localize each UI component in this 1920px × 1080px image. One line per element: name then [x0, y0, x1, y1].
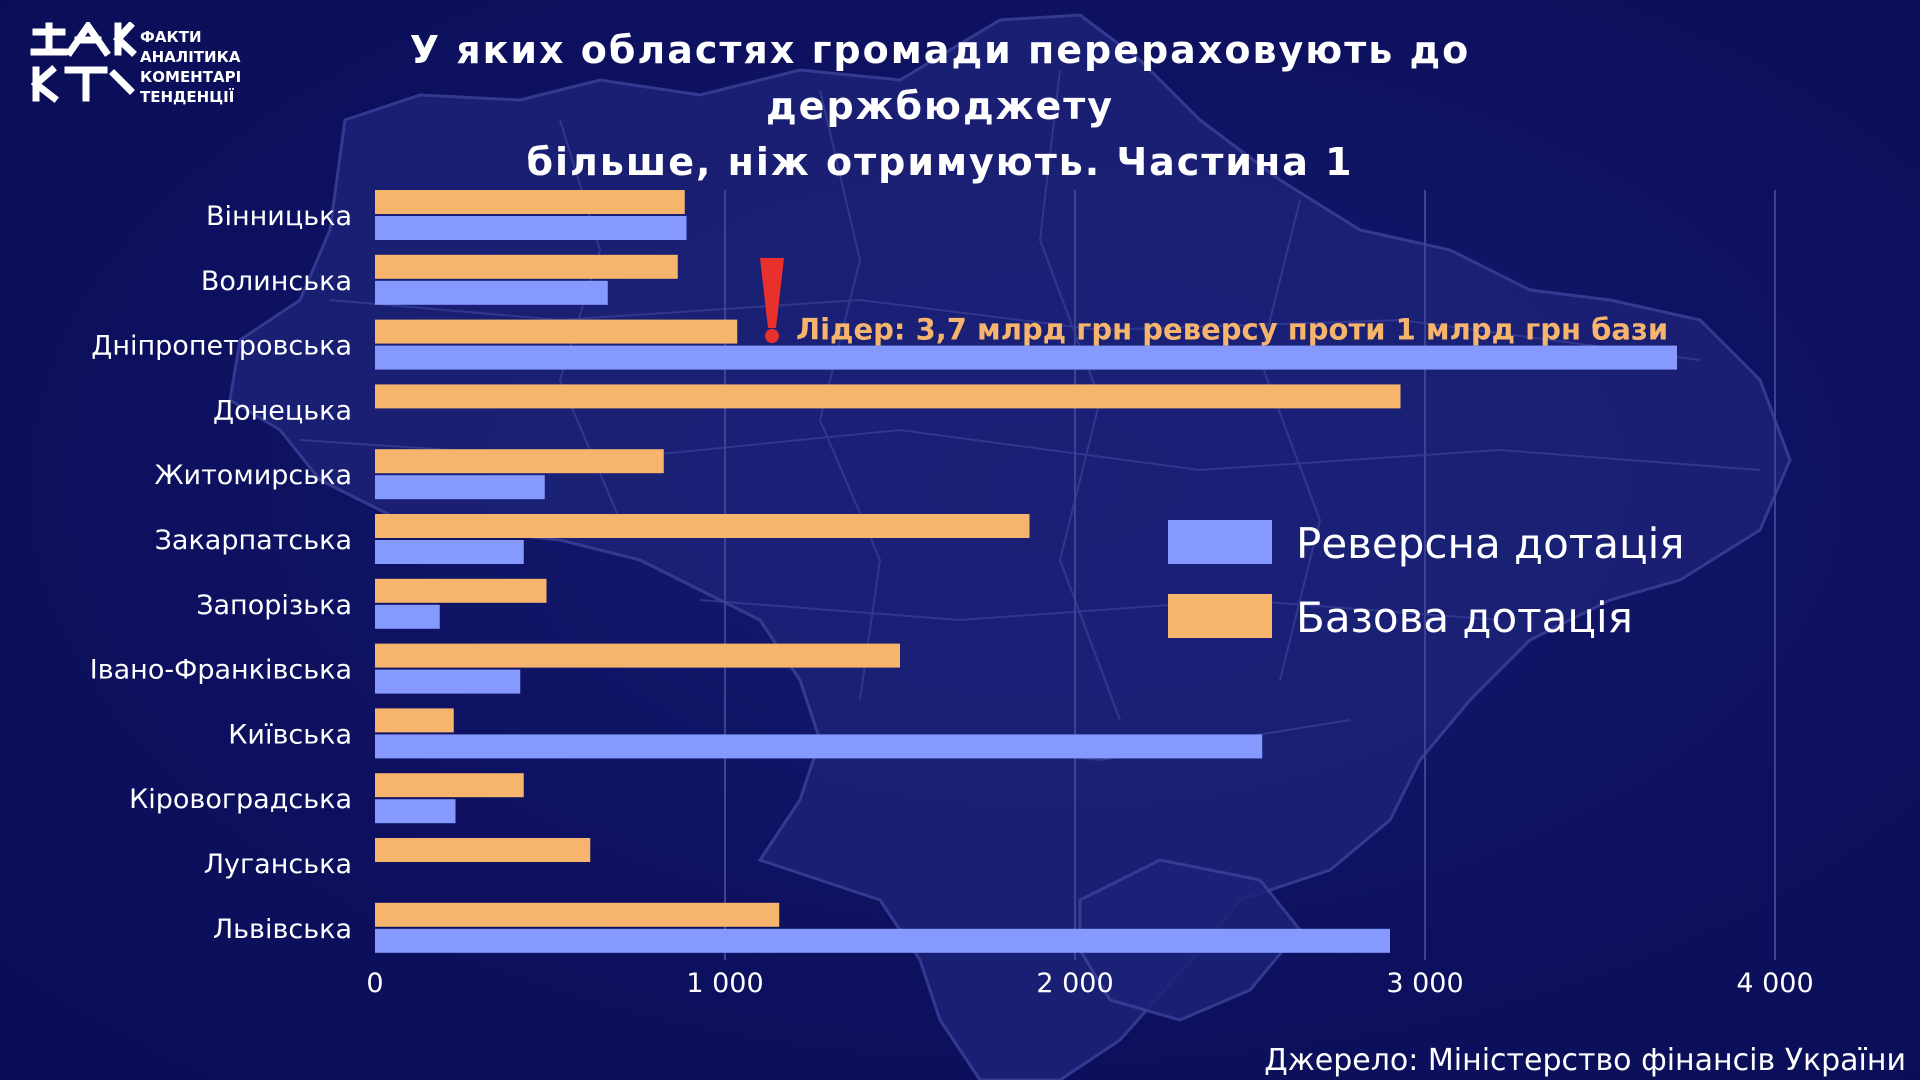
chart-title-line-1: У яких областях громади перераховують до… — [409, 28, 1471, 128]
bar-base-dotation — [375, 643, 900, 668]
bar-reverse-dotation — [375, 604, 440, 629]
logo-word-2: АНАЛІТИКА — [140, 48, 241, 66]
chart-title: У яких областях громади перераховують до… — [330, 22, 1550, 190]
logo-word-3: КОМЕНТАРІ — [140, 68, 241, 86]
bar-reverse-dotation — [375, 540, 524, 564]
bar-reverse-dotation — [375, 216, 687, 240]
x-tick-label: 1 000 — [686, 968, 763, 999]
category-label: Кіровоградська — [129, 784, 352, 815]
bar-base-dotation — [375, 773, 524, 798]
category-label: Закарпатська — [155, 525, 352, 556]
bar-base-dotation — [375, 708, 454, 733]
bar-base-dotation — [375, 319, 738, 344]
source-note: Джерело: Міністерство фінансів України — [1264, 1043, 1906, 1078]
chart-title-line-2: більше, ніж отримують. Частина 1 — [526, 140, 1354, 184]
category-labels: Вінницька Волинська Дніпропетровська Донець… — [90, 201, 352, 945]
category-label: Івано-Франківська — [90, 655, 352, 686]
category-label: Дніпропетровська — [91, 331, 352, 362]
x-tick-label: 3 000 — [1386, 968, 1463, 999]
bar-base-dotation — [375, 254, 678, 279]
bar-reverse-dotation — [375, 280, 608, 305]
category-label: Вінницька — [206, 201, 352, 232]
bar-base-dotation — [375, 902, 780, 927]
exclamation-dot — [765, 329, 779, 343]
exclamation-bar — [760, 258, 784, 328]
bar-base-dotation — [375, 514, 1030, 538]
x-axis-tick-labels: 0 1 000 2 000 3 000 4 000 — [366, 968, 1813, 999]
category-label: Львівська — [213, 914, 352, 945]
legend-label: Реверсна дотація — [1296, 519, 1685, 568]
category-label: Волинська — [201, 266, 352, 297]
bars — [375, 190, 1677, 953]
bar-base-dotation — [375, 384, 1401, 409]
bar-base-dotation — [375, 449, 664, 474]
fakt-logo: ФАКТИ АНАЛІТИКА КОМЕНТАРІ ТЕНДЕНЦІЇ — [30, 22, 241, 106]
category-label: Київська — [228, 719, 352, 750]
bar-reverse-dotation — [375, 345, 1677, 370]
category-label: Донецька — [213, 395, 352, 426]
bar-reverse-dotation — [375, 734, 1263, 759]
logo-word-4: ТЕНДЕНЦІЇ — [140, 87, 235, 106]
legend-label: Базова дотація — [1296, 593, 1633, 642]
legend-swatch — [1168, 594, 1272, 638]
legend-swatch — [1168, 520, 1272, 564]
grid-lines — [724, 190, 1776, 960]
annotation: Лідер: 3,7 млрд грн реверсу проти 1 млрд… — [760, 258, 1668, 347]
x-tick-label: 0 — [366, 968, 383, 999]
leader-annotation: Лідер: 3,7 млрд грн реверсу проти 1 млрд… — [796, 313, 1668, 347]
exclamation-icon — [760, 258, 784, 343]
category-label: Запорізька — [196, 590, 352, 621]
x-tick-label: 4 000 — [1736, 968, 1813, 999]
logo-word-1: ФАКТИ — [140, 28, 202, 46]
bar-reverse-dotation — [375, 475, 545, 500]
bar-base-dotation — [375, 578, 547, 603]
legend: Реверсна дотація Базова дотація — [1168, 519, 1685, 642]
bar-base-dotation — [375, 838, 591, 862]
bar-reverse-dotation — [375, 928, 1390, 953]
bar-reverse-dotation — [375, 799, 456, 824]
category-label: Житомирська — [154, 460, 352, 491]
category-label: Луганська — [204, 849, 352, 880]
fakt-logo-mark — [30, 22, 137, 103]
x-tick-label: 2 000 — [1036, 968, 1113, 999]
bar-base-dotation — [375, 190, 685, 214]
bar-reverse-dotation — [375, 669, 521, 694]
